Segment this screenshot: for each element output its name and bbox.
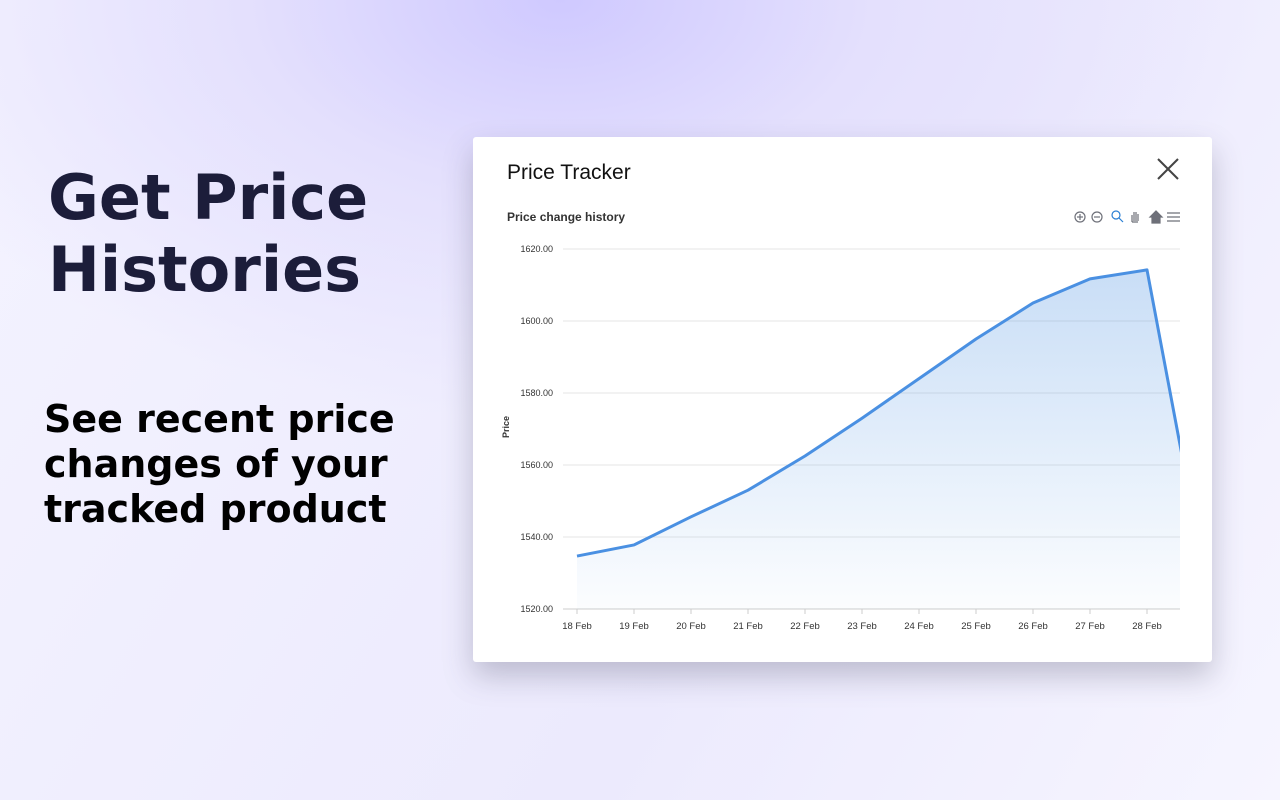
x-tick-label: 21 Feb [733,621,763,632]
x-tick-label: 28 Feb [1132,621,1162,632]
x-tick-label: 22 Feb [790,621,820,632]
chart-title: Price change history [507,210,625,224]
x-tick-label: 27 Feb [1075,621,1105,632]
modal-title: Price Tracker [507,161,631,184]
headline: Get Price Histories [48,161,369,306]
price-line [576,268,1180,558]
y-tick-label: 1620.00 [520,244,553,254]
x-tick-label: 23 Feb [847,621,877,632]
x-tick-label: 19 Feb [619,621,649,632]
y-tick-label: 1540.00 [520,532,553,542]
x-tick-label: 18 Feb [562,621,592,632]
y-tick-label: 1600.00 [520,316,553,326]
x-tick-label: 20 Feb [676,621,706,632]
x-tick-label: 26 Feb [1018,621,1048,632]
x-tick-label: 25 Feb [961,621,991,632]
close-button[interactable] [1157,158,1179,180]
subheadline: See recent price changes of your tracked… [44,397,395,531]
y-axis-label: Price [501,416,511,438]
area-fill [577,269,1180,609]
y-tick-label: 1520.00 [520,604,553,614]
x-tick-label: 24 Feb [904,621,934,632]
y-tick-label: 1580.00 [520,388,553,398]
series [576,268,1180,609]
chart: Price Tracker Price change history Price… [501,158,1180,632]
chart-toolbar[interactable] [1074,210,1180,224]
y-tick-label: 1560.00 [520,460,553,470]
modal: Price Tracker Price change history Price… [473,137,1212,662]
